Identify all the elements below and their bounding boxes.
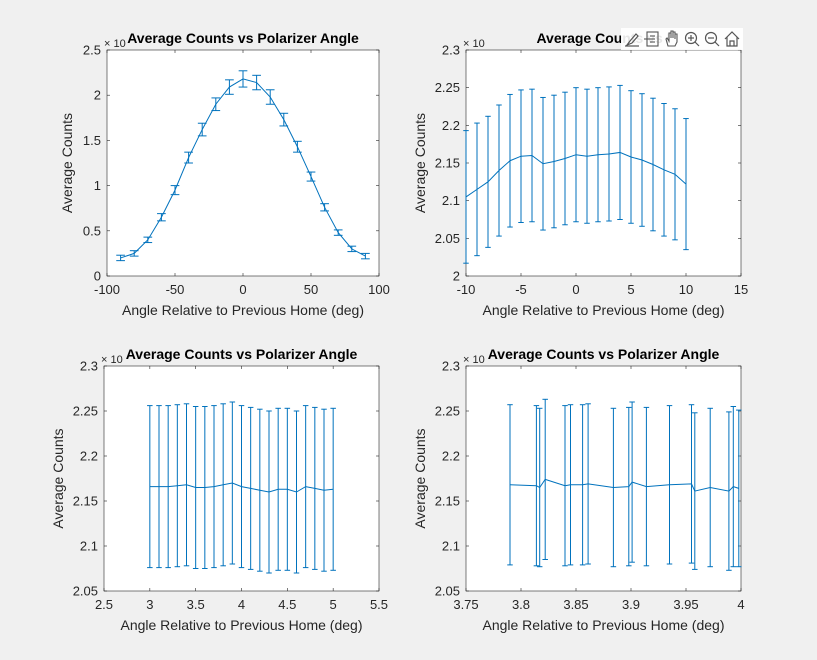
x-tick-label: 3.95: [673, 597, 698, 612]
chart-title: Average Counts vs Polarizer Angle: [488, 346, 720, 362]
y-tick-label: 2.25: [435, 404, 460, 419]
x-axis-label: Angle Relative to Previous Home (deg): [482, 302, 724, 318]
y-tick-label: 2: [94, 88, 101, 103]
series-line: [120, 78, 366, 259]
y-exponent-label: × 10: [463, 38, 485, 50]
x-tick-label: 0: [239, 282, 246, 297]
y-tick-label: 2.05: [435, 584, 460, 599]
x-tick-label: 0: [572, 282, 579, 297]
chart-title: Average Counts vs Polarizer Angle: [126, 346, 358, 362]
y-tick-label: 2.2: [442, 449, 460, 464]
x-tick-label: 3.5: [187, 597, 205, 612]
x-tick-label: 3.75: [453, 597, 478, 612]
y-tick-label: 1: [94, 178, 101, 193]
y-tick-label: 2.05: [73, 584, 98, 599]
x-tick-label: -50: [166, 282, 185, 297]
y-exponent-label: × 10: [104, 38, 126, 50]
y-tick-label: 2.3: [80, 359, 98, 374]
y-tick-label: 2.15: [73, 494, 98, 509]
y-tick-label: 2.1: [442, 193, 460, 208]
subplot-4[interactable]: 3.75 3.8 3.85 3.9 3.95 4 2.05 2.1 2.15 2.2 2.25 2.3…: [412, 346, 745, 633]
x-tick-label: 2.5: [95, 597, 113, 612]
home-icon[interactable]: [724, 31, 740, 47]
y-tick-label: 2.3: [442, 43, 460, 58]
error-bar: [683, 118, 689, 251]
y-tick-label: 2.15: [435, 494, 460, 509]
x-axis-label: Angle Relative to Previous Home (deg): [120, 617, 362, 633]
x-tick-label: -100: [94, 282, 120, 297]
y-tick-label: 2.25: [73, 404, 98, 419]
error-bar: [736, 409, 742, 568]
zoom-out-icon[interactable]: [704, 31, 720, 47]
x-tick-label: 10: [679, 282, 693, 297]
axes-toolbar: [621, 28, 743, 50]
x-tick-label: 4: [238, 597, 245, 612]
y-tick-label: 1.5: [83, 133, 101, 148]
y-tick-label: 0.5: [83, 223, 101, 238]
subplot-3[interactable]: 2.5 3 3.5 4 4.5 5 5.5 2.05 2.1 2.15 2.2 2.25 2.3 × 10…: [50, 346, 388, 633]
x-tick-label: 3.8: [512, 597, 530, 612]
y-axis-label: Average Counts: [412, 113, 428, 213]
x-tick-label: 3.85: [563, 597, 588, 612]
y-exponent-label: × 10: [463, 354, 485, 366]
series-line: [149, 482, 334, 493]
x-tick-label: 50: [304, 282, 318, 297]
x-tick-label: -5: [515, 282, 527, 297]
y-tick-label: 2.2: [442, 118, 460, 133]
x-tick-label: 4.5: [278, 597, 296, 612]
y-tick-label: 2.3: [442, 359, 460, 374]
series-line: [465, 151, 687, 198]
pan-icon[interactable]: [665, 30, 678, 47]
x-tick-label: 3.9: [622, 597, 640, 612]
axes-box[interactable]: [465, 49, 742, 277]
axes-box[interactable]: [465, 365, 742, 592]
x-axis-label: Angle Relative to Previous Home (deg): [122, 302, 364, 318]
x-tick-label: 4: [737, 597, 744, 612]
y-tick-label: 2.1: [442, 539, 460, 554]
y-axis-label: Average Counts: [50, 428, 66, 528]
data-tips-icon[interactable]: [644, 31, 659, 47]
y-exponent-label: × 10: [101, 354, 123, 366]
toolbar-background: [621, 28, 743, 50]
y-tick-label: 2.5: [83, 43, 101, 58]
y-tick-label: 2.25: [435, 80, 460, 95]
chart-title: Average Counts vs Polarizer Angle: [127, 30, 359, 46]
y-tick-label: 2.1: [80, 539, 98, 554]
error-bar: [361, 252, 370, 260]
subplot-2[interactable]: -10 -5 0 5 10 15 2 2.05 2.1 2.15 2.2 2.25 2.3 × 10 Ave…: [412, 30, 748, 318]
series-line: [509, 478, 739, 492]
x-tick-label: 5.5: [370, 597, 388, 612]
zoom-in-icon[interactable]: [684, 31, 700, 47]
y-tick-label: 2.15: [435, 156, 460, 171]
x-tick-label: 5: [627, 282, 634, 297]
x-tick-label: 5: [330, 597, 337, 612]
y-tick-label: 2.2: [80, 449, 98, 464]
x-tick-label: 100: [368, 282, 390, 297]
y-tick-label: 0: [94, 269, 101, 284]
x-tick-label: -10: [457, 282, 476, 297]
y-tick-label: 2: [453, 269, 460, 284]
x-tick-label: 15: [734, 282, 748, 297]
x-tick-label: 3: [146, 597, 153, 612]
x-axis-label: Angle Relative to Previous Home (deg): [482, 617, 724, 633]
edit-plot-icon[interactable]: [625, 33, 639, 47]
y-axis-label: Average Counts: [59, 113, 75, 213]
y-axis-label: Average Counts: [412, 428, 428, 528]
axes-box[interactable]: [106, 49, 380, 277]
y-tick-label: 2.05: [435, 231, 460, 246]
